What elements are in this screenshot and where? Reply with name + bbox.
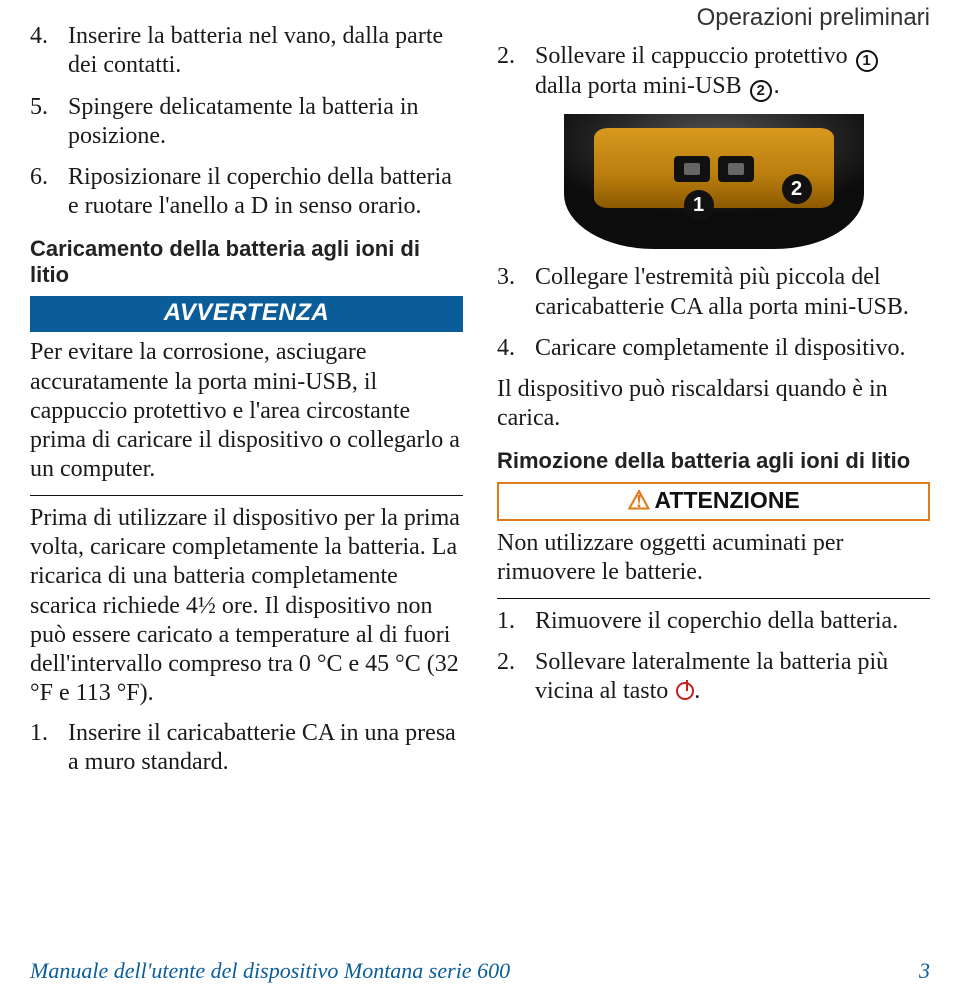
text-fragment: Sollevare lateralmente la batteria più v… [535, 649, 888, 704]
list-text: Caricare completamente il dispositivo. [535, 334, 930, 363]
subheading-charging: Caricamento della batteria agli ioni di … [30, 236, 463, 289]
list-item: 1. Inserire il caricabatterie CA in una … [30, 719, 463, 778]
body-paragraph: Il dispositivo può riscaldarsi quando è … [497, 375, 930, 434]
section-header: Operazioni preliminari [497, 4, 930, 32]
list-item: 2. Sollevare il cappuccio protettivo 1 d… [497, 42, 930, 102]
right-column: Operazioni preliminari 2. Sollevare il c… [497, 4, 930, 789]
list-number: 6. [30, 163, 68, 222]
list-text: Collegare l'estremità più piccola del ca… [535, 263, 930, 322]
list-item: 5. Spingere delicatamente la batteria in… [30, 93, 463, 152]
footer-title: Manuale dell'utente del dispositivo Mont… [30, 958, 510, 984]
caution-box: ⚠ ATTENZIONE [497, 482, 930, 521]
text-fragment: Sollevare il cappuccio protettivo [535, 43, 854, 69]
list-number: 2. [497, 42, 535, 102]
list-item: 1. Rimuovere il coperchio della batteria… [497, 607, 930, 636]
divider [30, 495, 463, 496]
caution-label: ATTENZIONE [655, 487, 800, 514]
list-item: 2. Sollevare lateralmente la batteria pi… [497, 648, 930, 707]
list-text: Riposizionare il coperchio della batteri… [68, 163, 463, 222]
list-item: 3. Collegare l'estremità più piccola del… [497, 263, 930, 322]
left-column: 4. Inserire la batteria nel vano, dalla … [30, 4, 463, 789]
caution-text: Non utilizzare oggetti acuminati per rim… [497, 529, 930, 588]
text-fragment: . [774, 73, 780, 99]
list-number: 2. [497, 648, 535, 707]
port-left [674, 156, 710, 182]
divider [497, 598, 930, 599]
list-text: Inserire il caricabatterie CA in una pre… [68, 719, 463, 778]
list-number: 4. [30, 22, 68, 81]
list-text: Sollevare il cappuccio protettivo 1 dall… [535, 42, 930, 102]
list-number: 1. [497, 607, 535, 636]
callout-ref-2: 2 [750, 80, 772, 102]
list-number: 1. [30, 719, 68, 778]
list-item: 6. Riposizionare il coperchio della batt… [30, 163, 463, 222]
subheading-removal: Rimozione della batteria agli ioni di li… [497, 448, 930, 474]
list-text: Sollevare lateralmente la batteria più v… [535, 648, 930, 707]
figure-callout-2: 2 [782, 174, 812, 204]
list-number: 5. [30, 93, 68, 152]
list-text: Rimuovere il coperchio della batteria. [535, 607, 930, 636]
list-number: 4. [497, 334, 535, 363]
list-item: 4. Inserire la batteria nel vano, dalla … [30, 22, 463, 81]
power-icon [676, 682, 694, 700]
usb-slot [728, 163, 744, 175]
warning-label: AVVERTENZA [164, 299, 329, 326]
body-paragraph: Prima di utilizzare il dispositivo per l… [30, 504, 463, 709]
callout-ref-1: 1 [856, 50, 878, 72]
warning-triangle-icon: ⚠ [627, 487, 650, 513]
text-fragment: dalla porta mini-USB [535, 73, 748, 99]
usb-slot [684, 163, 700, 175]
warning-box: AVVERTENZA [30, 296, 463, 332]
warning-text: Per evitare la corrosione, asciugare acc… [30, 338, 463, 484]
port-right [718, 156, 754, 182]
figure-callout-1: 1 [684, 190, 714, 220]
list-text: Spingere delicatamente la batteria in po… [68, 93, 463, 152]
footer-page-number: 3 [919, 958, 930, 984]
list-item: 4. Caricare completamente il dispositivo… [497, 334, 930, 363]
list-text: Inserire la batteria nel vano, dalla par… [68, 22, 463, 81]
page-footer: Manuale dell'utente del dispositivo Mont… [30, 958, 930, 984]
device-figure: 1 2 [564, 114, 864, 249]
text-fragment: . [694, 678, 700, 704]
list-number: 3. [497, 263, 535, 322]
